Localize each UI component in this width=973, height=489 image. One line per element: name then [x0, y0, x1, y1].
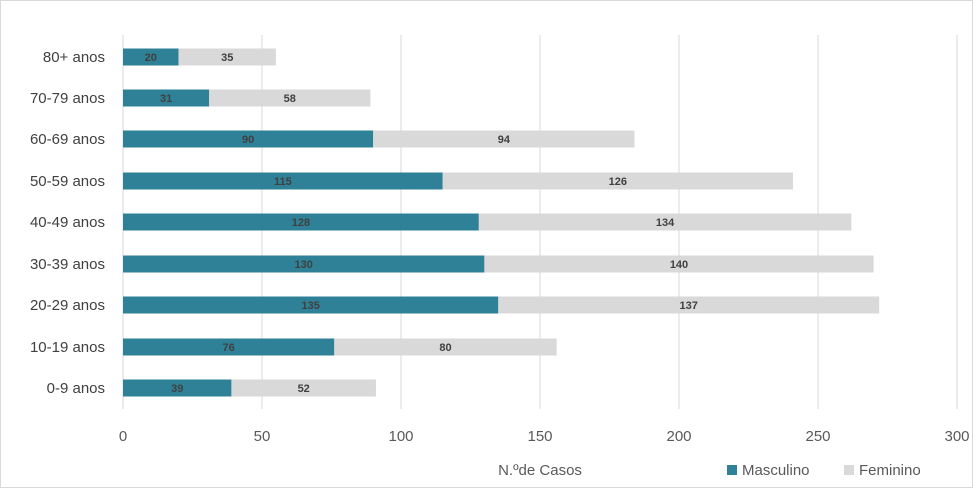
bar-feminino-70-79-anos	[209, 89, 371, 107]
data-label: 35	[221, 52, 233, 64]
legend-swatch-masculino	[727, 465, 737, 475]
data-label: 52	[298, 383, 310, 395]
bars	[123, 48, 880, 397]
data-label: 115	[274, 176, 292, 188]
bar-feminino-20-29-anos	[498, 296, 880, 314]
data-label: 140	[670, 259, 688, 271]
x-tick-label: 250	[805, 428, 830, 445]
category-label: 0-9 anos	[47, 380, 105, 397]
bar-feminino-80-anos	[178, 48, 276, 66]
bar-masculino-40-49-anos	[123, 213, 479, 231]
bar-masculino-70-79-anos	[123, 89, 210, 107]
x-tick-label: 0	[119, 428, 127, 445]
data-label: 76	[223, 342, 235, 354]
data-label: 80	[439, 342, 451, 354]
category-label: 10-19 anos	[30, 339, 105, 356]
x-tick-label: 300	[944, 428, 969, 445]
bar-feminino-10-19-anos	[334, 338, 557, 356]
data-label: 126	[609, 176, 627, 188]
legend-swatch-feminino	[844, 465, 854, 475]
x-tick-label: 150	[527, 428, 552, 445]
x-tick-label: 100	[388, 428, 413, 445]
data-label: 130	[295, 259, 313, 271]
bar-masculino-0-9-anos	[123, 379, 232, 397]
data-label: 58	[284, 93, 296, 105]
x-axis-title: N.ºde Casos	[498, 462, 582, 479]
x-tick-label: 50	[254, 428, 271, 445]
legend-label-masculino: Masculino	[742, 462, 810, 479]
legend-label-feminino: Feminino	[859, 462, 921, 479]
data-label: 94	[498, 134, 511, 146]
data-label: 20	[145, 52, 157, 64]
bar-feminino-60-69-anos	[373, 130, 635, 148]
bar-masculino-60-69-anos	[123, 130, 374, 148]
data-labels: 39 52 76 80 135 137 130 140 128 134 115 126 90 94 31 58…	[145, 52, 698, 395]
category-label: 70-79 anos	[30, 90, 105, 107]
data-label: 134	[656, 217, 675, 229]
x-tick-label: 200	[666, 428, 691, 445]
category-label: 40-49 anos	[30, 214, 105, 231]
data-label: 137	[680, 300, 698, 312]
bar-feminino-0-9-anos	[231, 379, 376, 397]
bar-feminino-50-59-anos	[442, 172, 793, 190]
category-label: 50-59 anos	[30, 173, 105, 190]
data-label: 135	[301, 300, 319, 312]
category-axis: 0-9 anos 10-19 anos 20-29 anos 30-39 anos 40…	[30, 49, 105, 397]
data-label: 128	[292, 217, 310, 229]
bar-masculino-80-anos	[123, 48, 179, 66]
category-label: 80+ anos	[43, 49, 105, 66]
bar-masculino-50-59-anos	[123, 172, 443, 190]
bar-feminino-30-39-anos	[484, 255, 874, 273]
category-label: 60-69 anos	[30, 131, 105, 148]
bar-masculino-20-29-anos	[123, 296, 499, 314]
data-label: 31	[160, 93, 172, 105]
bar-feminino-40-49-anos	[478, 213, 852, 231]
category-label: 30-39 anos	[30, 256, 105, 273]
category-label: 20-29 anos	[30, 297, 105, 314]
value-axis: 0 50 100 150 200 250 300	[119, 428, 970, 445]
data-label: 39	[171, 383, 183, 395]
bar-masculino-30-39-anos	[123, 255, 485, 273]
legend: Masculino Feminino	[727, 462, 921, 479]
data-label: 90	[242, 134, 254, 146]
bar-masculino-10-19-anos	[123, 338, 335, 356]
